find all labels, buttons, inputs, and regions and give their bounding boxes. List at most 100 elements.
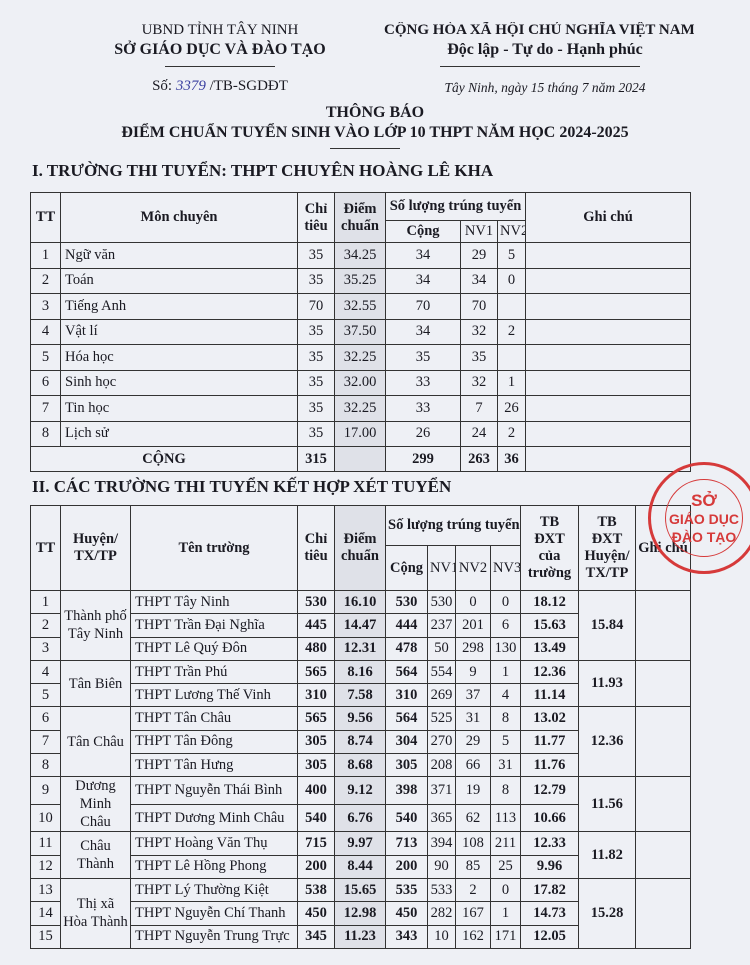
cell-quota: 565 xyxy=(297,659,335,685)
cell-total: 535 xyxy=(385,877,428,903)
cell-avg-school: 12.05 xyxy=(520,924,579,949)
cell-nv1: 29 xyxy=(460,242,498,269)
cell-tt: 7 xyxy=(30,395,61,422)
col-note: Ghi chú xyxy=(525,192,692,243)
cell-tt: 12 xyxy=(30,854,61,879)
cell-quota: 35 xyxy=(297,267,335,294)
cell-quota: 445 xyxy=(297,613,335,638)
cell-nv2: 9 xyxy=(455,659,491,685)
cell-quota: 480 xyxy=(297,636,335,661)
cell-note xyxy=(525,344,692,371)
cell-note xyxy=(635,776,691,833)
cell-quota: 400 xyxy=(297,776,335,805)
table-row: 8 Lịch sử 35 17.00 26 24 2 xyxy=(30,420,692,447)
table-row: 4 Tân Biên THPT Trần Phú 565 8.16 564 554 9 1 12.… xyxy=(30,659,691,708)
cell-avg-school: 12.36 xyxy=(520,659,579,685)
cell-total: 34 xyxy=(385,242,461,269)
cell-nv2: 37 xyxy=(455,683,491,708)
cell-subject: Tiếng Anh xyxy=(60,293,298,320)
cell-total: 70 xyxy=(385,293,461,320)
section1-table: TT Môn chuyên Chỉ tiêu Điểm chuẩn Số lượng t… xyxy=(30,192,692,472)
cell-total: 200 xyxy=(385,854,428,879)
cell-nv1: 50 xyxy=(427,636,456,661)
cell-note xyxy=(635,590,691,661)
cell-nv1: 70 xyxy=(460,293,498,320)
cell-district: Tân Biên xyxy=(60,659,131,708)
cell-quota: 310 xyxy=(297,683,335,708)
cell-nv2: 2 xyxy=(455,877,491,903)
cell-avg-district: 11.56 xyxy=(578,776,636,833)
cell-total: 310 xyxy=(385,683,428,708)
cell-school: THPT Tân Châu xyxy=(130,706,298,731)
cell-school: THPT Dương Minh Châu xyxy=(130,803,298,833)
cell-nv3: 8 xyxy=(490,776,521,805)
cell-tt: 13 xyxy=(30,877,61,903)
cell-tt: 5 xyxy=(30,344,61,371)
cell-score: 15.65 xyxy=(334,877,386,903)
cell-nv2: 66 xyxy=(455,753,491,778)
agency-parent: UBND TỈNH TÂY NINH xyxy=(141,22,299,38)
total-label: CỘNG xyxy=(30,446,298,472)
cell-avg-school: 13.49 xyxy=(520,636,579,661)
cell-total: 33 xyxy=(385,395,461,422)
cell-quota: 305 xyxy=(297,753,335,778)
cell-school: THPT Nguyễn Thái Bình xyxy=(130,776,298,805)
total-note xyxy=(525,446,692,472)
cell-school: THPT Hoàng Văn Thụ xyxy=(130,831,298,856)
cell-note xyxy=(635,659,691,708)
cell-nv1: 530 xyxy=(427,589,456,615)
cell-avg-school: 9.96 xyxy=(520,854,579,879)
col-nv2: NV2 xyxy=(496,220,527,243)
cell-nv1: 24 xyxy=(460,420,498,447)
cell-quota: 450 xyxy=(297,901,335,926)
cell-nv2: 26 xyxy=(496,395,527,422)
cell-avg-school: 11.77 xyxy=(520,729,579,755)
cell-nv2: 2 xyxy=(496,318,527,345)
total-admitted: 299 xyxy=(385,446,461,472)
cell-nv2: 162 xyxy=(455,924,491,949)
cell-nv3: 211 xyxy=(490,831,521,856)
country-name: CỘNG HÒA XÃ HỘI CHỦ NGHĨA VIỆT NAM xyxy=(384,22,694,38)
table-row: 6 Sinh học 35 32.00 33 32 1 xyxy=(30,369,692,396)
table-row: 2 Toán 35 35.25 34 34 0 xyxy=(30,267,692,294)
cell-total: 34 xyxy=(385,267,461,294)
cell-quota: 565 xyxy=(297,706,335,731)
cell-nv3: 0 xyxy=(490,589,521,615)
cell-nv2 xyxy=(496,344,527,371)
cell-nv2: 5 xyxy=(496,242,527,269)
cell-nv3: 113 xyxy=(490,803,521,833)
cell-nv1: 32 xyxy=(460,369,498,396)
table-row: 4 Vật lí 35 37.50 34 32 2 xyxy=(30,318,692,345)
cell-nv3: 1 xyxy=(490,901,521,926)
cell-total: 530 xyxy=(385,589,428,615)
cell-quota: 35 xyxy=(297,242,335,269)
cell-score: 14.47 xyxy=(334,613,386,638)
cell-note xyxy=(525,293,692,320)
col-total: Cộng xyxy=(385,220,461,243)
total-nv1: 263 xyxy=(460,446,498,472)
cell-score: 8.68 xyxy=(334,753,386,778)
cell-nv2: 19 xyxy=(455,776,491,805)
cell-tt: 10 xyxy=(30,803,61,833)
cell-note xyxy=(635,706,691,778)
total-nv2: 36 xyxy=(496,446,527,472)
cell-avg-district: 15.28 xyxy=(578,877,636,949)
cell-tt: 11 xyxy=(30,831,61,856)
cell-tt: 6 xyxy=(30,369,61,396)
cell-nv1: 371 xyxy=(427,776,456,805)
total-quota: 315 xyxy=(297,446,335,472)
agency-name: SỞ GIÁO DỤC VÀ ĐÀO TẠO xyxy=(114,41,326,58)
cell-score: 16.10 xyxy=(334,589,386,615)
cell-nv2: 298 xyxy=(455,636,491,661)
cell-nv2: 167 xyxy=(455,901,491,926)
cell-note xyxy=(525,420,692,447)
cell-total: 478 xyxy=(385,636,428,661)
cell-quota: 35 xyxy=(297,344,335,371)
cell-nv1: 90 xyxy=(427,854,456,879)
cell-nv2: 85 xyxy=(455,854,491,879)
table-row: 15 THPT Nguyễn Trung Trực 345 11.23 343 10 162… xyxy=(30,924,691,949)
cell-score: 9.12 xyxy=(334,776,386,805)
col-nv1: NV1 xyxy=(460,220,498,243)
section2-table: TT Huyện/ TX/TP Tên trường Chỉ tiêu Điểm chu… xyxy=(30,505,691,949)
cell-nv3: 25 xyxy=(490,854,521,879)
